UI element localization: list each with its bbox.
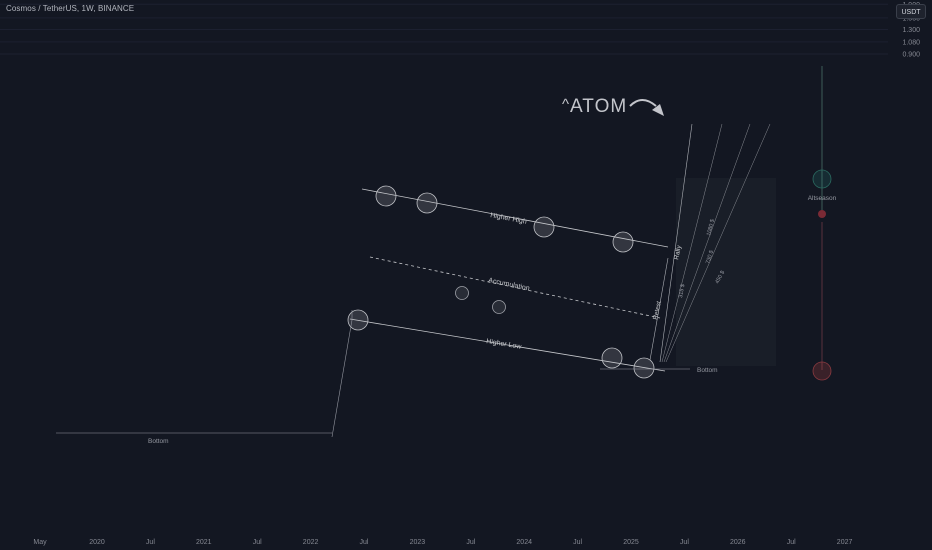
title-arrow-head-icon	[652, 104, 664, 116]
projection-zone	[676, 178, 776, 366]
x-tick-label: May	[33, 539, 47, 546]
pivot-circle	[416, 192, 438, 214]
higher-high-line	[361, 188, 669, 248]
x-tick-label: 2026	[730, 539, 746, 546]
retest-line	[649, 257, 669, 361]
x-tick-label: 2024	[516, 539, 532, 546]
rally-label: Rally	[673, 244, 683, 260]
y-tick-label: 1.300	[902, 27, 920, 34]
pivot-circle	[347, 309, 369, 331]
pct-1080-label: 1080 $	[706, 219, 716, 237]
y-tick-label: 0.900	[902, 51, 920, 58]
atom-title-caret: ^	[562, 96, 571, 113]
altseason-mid-dot	[818, 210, 826, 218]
x-tick-label: 2027	[837, 539, 853, 546]
x-tick-label: Jul	[360, 539, 369, 546]
rally-fan-line	[659, 123, 693, 363]
x-tick-label: Jul	[787, 539, 796, 546]
symbol-title: Cosmos / TetherUS, 1W, BINANCE	[6, 4, 135, 13]
accumulation-line	[369, 256, 661, 319]
x-tick-label: Jul	[573, 539, 582, 546]
bottom-2020-label: Bottom	[148, 438, 169, 445]
y-tick-label: 1.080	[902, 39, 920, 46]
x-tick-label: Jul	[253, 539, 262, 546]
rally-fan-line	[663, 123, 751, 363]
x-tick-label: 2021	[196, 539, 212, 546]
altseason-target-circle	[812, 169, 832, 189]
currency-button[interactable]: USDT	[896, 4, 926, 19]
atom-title-text: ATOM	[570, 96, 628, 117]
pivot-circle-small	[455, 286, 469, 300]
projection-line	[331, 319, 353, 438]
pct-315-label: 315 $	[678, 284, 686, 299]
atom-title: ^ATOM	[562, 96, 627, 118]
rally-fan-line	[661, 123, 723, 363]
altseason-base-circle	[812, 361, 832, 381]
altseason-label: Altseason	[808, 195, 837, 202]
higher-high-label: Higher High	[490, 212, 528, 226]
pivot-circle	[633, 357, 655, 379]
x-tick-label: Jul	[466, 539, 475, 546]
pivot-circle	[533, 216, 555, 238]
retest-label: Retest	[652, 300, 663, 320]
title-arrow-icon	[629, 99, 657, 107]
higher-low-label: Higher Low	[486, 338, 523, 351]
bottom-2025-label: Bottom	[697, 367, 718, 374]
x-tick-label: 2022	[303, 539, 319, 546]
pct-730-label: 730 $	[705, 250, 715, 265]
x-tick-label: 2023	[410, 539, 426, 546]
x-tick-label: 2020	[89, 539, 105, 546]
accumulation-label: Accumulation	[488, 277, 531, 292]
rally-fan-line	[665, 123, 771, 363]
higher-low-line	[349, 318, 666, 372]
x-tick-label: 2025	[623, 539, 639, 546]
pivot-circle	[612, 231, 634, 253]
pivot-circle	[601, 347, 623, 369]
pivot-circle	[375, 185, 397, 207]
x-tick-label: Jul	[680, 539, 689, 546]
pivot-circle-small	[492, 300, 506, 314]
x-tick-label: Jul	[146, 539, 155, 546]
pct-450-label: 450 $	[714, 270, 726, 285]
